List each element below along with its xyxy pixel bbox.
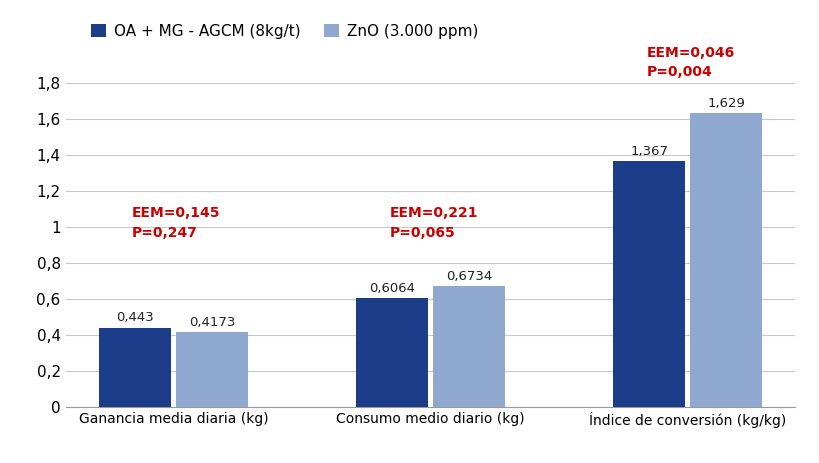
Text: 0,6734: 0,6734 <box>446 269 491 283</box>
Bar <box>176 332 247 407</box>
Bar <box>613 161 684 407</box>
Text: 0,4173: 0,4173 <box>188 316 235 329</box>
Text: EEM=0,046
P=0,004: EEM=0,046 P=0,004 <box>645 45 734 79</box>
Bar <box>690 113 762 407</box>
Text: 0,6064: 0,6064 <box>369 282 414 295</box>
Bar <box>432 286 505 407</box>
Text: EEM=0,145
P=0,247: EEM=0,145 P=0,247 <box>132 206 220 240</box>
Text: 0,443: 0,443 <box>115 311 153 324</box>
Text: EEM=0,221
P=0,065: EEM=0,221 P=0,065 <box>389 206 477 240</box>
Text: 1,367: 1,367 <box>629 144 667 157</box>
Bar <box>98 327 170 407</box>
Text: 1,629: 1,629 <box>707 97 744 110</box>
Legend: OA + MG - AGCM (8kg/t), ZnO (3.000 ppm): OA + MG - AGCM (8kg/t), ZnO (3.000 ppm) <box>85 18 483 44</box>
Bar <box>355 298 428 407</box>
